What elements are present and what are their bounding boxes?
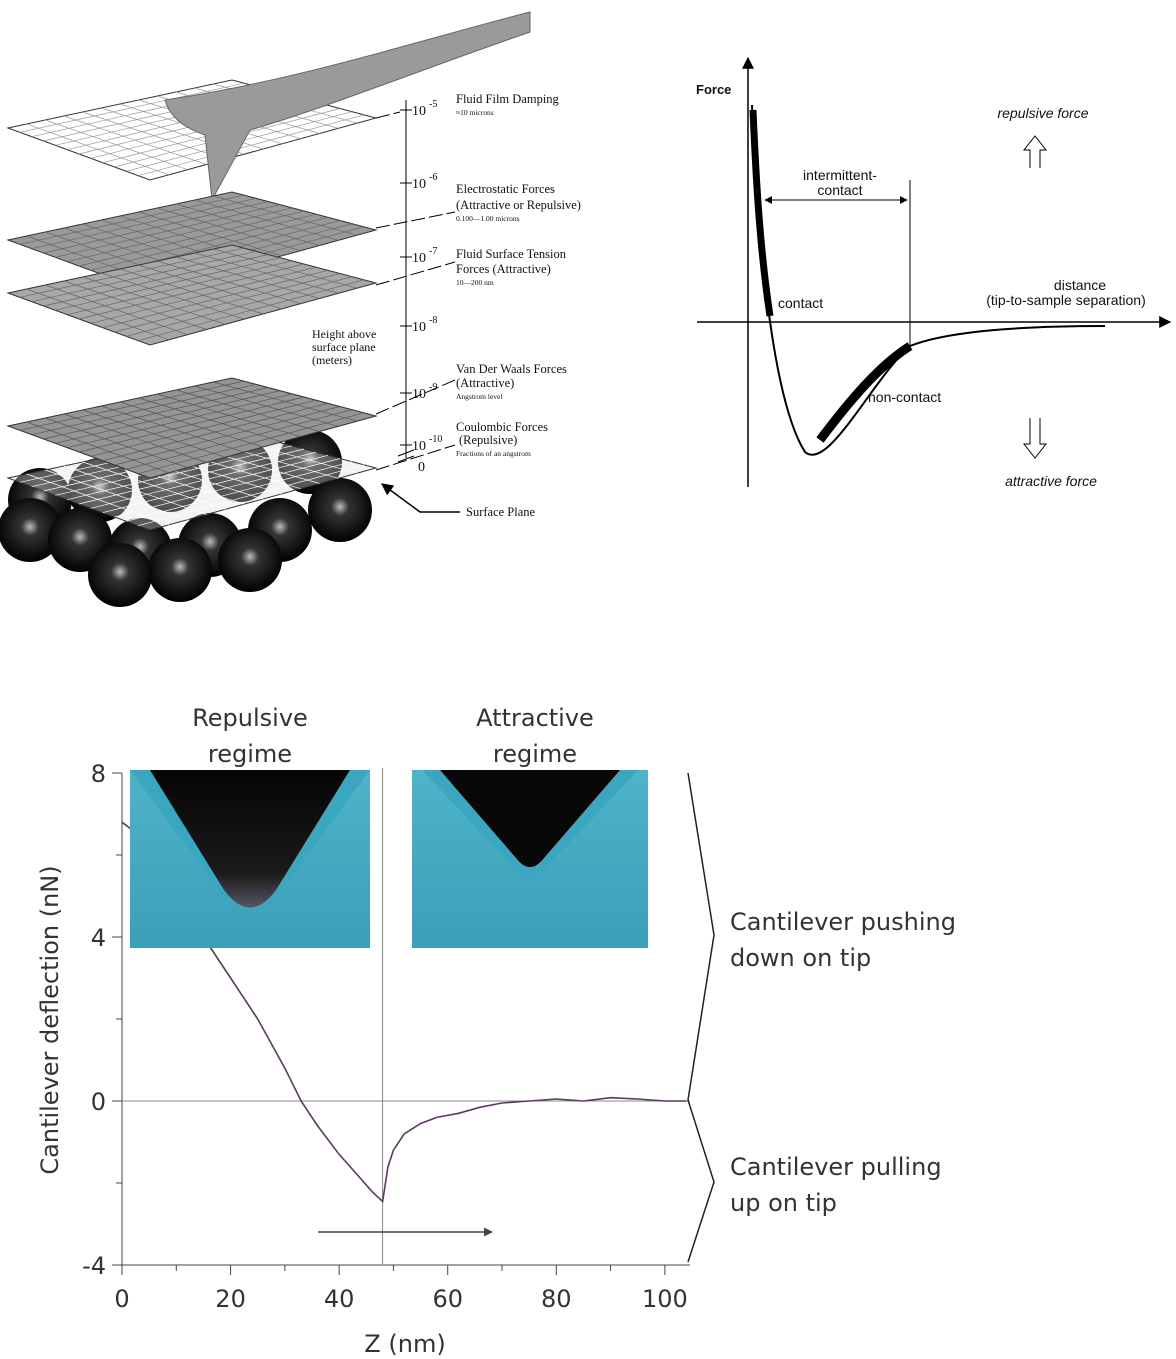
schematic-label: non-contact bbox=[868, 389, 941, 405]
schematic-label: (tip-to-sample separation) bbox=[986, 292, 1146, 308]
force-label: Electrostatic Forces bbox=[456, 182, 555, 196]
y-tick-label: 0 bbox=[91, 1088, 106, 1116]
regime-label: Attractive bbox=[476, 704, 594, 732]
leader bbox=[376, 212, 455, 228]
regime-label: Repulsive bbox=[192, 704, 308, 732]
surface-arrow bbox=[382, 484, 460, 512]
force-note: 0.100—1.00 microns bbox=[456, 214, 520, 223]
scale-exponent: -6 bbox=[429, 172, 437, 183]
force-label: Fluid Surface Tension bbox=[456, 247, 567, 261]
y-axis-label: Cantilever deflection (nN) bbox=[36, 865, 64, 1174]
down-arrow bbox=[1024, 418, 1046, 458]
leader bbox=[376, 112, 400, 118]
schematic-label: attractive force bbox=[1005, 473, 1097, 489]
leader bbox=[376, 380, 455, 414]
scale-zero: 0 bbox=[418, 460, 425, 475]
scale-exponent: -8 bbox=[429, 315, 437, 326]
contact-region bbox=[753, 110, 770, 316]
annotation: Cantilever pushing bbox=[730, 908, 956, 936]
schematic-label: Force bbox=[696, 82, 731, 97]
scale-exponent: -10 bbox=[429, 434, 442, 445]
force-label: (Attractive or Repulsive) bbox=[456, 198, 581, 212]
x-tick-label: 20 bbox=[215, 1285, 246, 1313]
x-tick-label: 60 bbox=[432, 1285, 463, 1313]
force-label: Fluid Film Damping bbox=[456, 92, 560, 106]
x-tick-label: 100 bbox=[642, 1285, 688, 1313]
y-tick-label: -4 bbox=[82, 1252, 106, 1280]
force-label: (Repulsive) bbox=[459, 433, 517, 447]
up-arrow bbox=[1024, 136, 1046, 168]
scale-exponent: -9 bbox=[429, 382, 437, 393]
atom bbox=[148, 538, 212, 602]
regime-label: regime bbox=[208, 740, 292, 768]
x-axis-label: Z (nm) bbox=[364, 1330, 445, 1358]
atom bbox=[88, 543, 152, 607]
y-tick-label: 8 bbox=[91, 760, 106, 788]
schematic-label: intermittent- bbox=[803, 167, 877, 183]
scale-base: 10 bbox=[412, 251, 426, 266]
schematic-label: contact bbox=[817, 182, 862, 198]
force-label: Van Der Waals Forces bbox=[456, 362, 567, 376]
scale-base: 10 bbox=[412, 439, 426, 454]
cantilever bbox=[165, 12, 530, 200]
schematic-label: distance bbox=[1054, 277, 1106, 293]
surface-label: Surface Plane bbox=[466, 505, 536, 519]
figure: 10-510-610-710-810-910-100Fluid Film Dam… bbox=[0, 0, 1176, 1359]
height-label: Height above bbox=[312, 327, 376, 341]
scale-base: 10 bbox=[412, 177, 426, 192]
schematic-label: contact bbox=[778, 295, 823, 311]
force-label: Forces (Attractive) bbox=[456, 262, 551, 276]
force-note: 10—200 nm bbox=[456, 278, 494, 287]
force-note: Fractions of an angstrom bbox=[456, 449, 531, 458]
height-label: (meters) bbox=[312, 353, 352, 367]
x-tick-label: 0 bbox=[114, 1285, 129, 1313]
force-label: Coulombic Forces bbox=[456, 420, 548, 434]
x-tick-label: 40 bbox=[324, 1285, 355, 1313]
force-label: (Attractive) bbox=[456, 376, 514, 390]
force-note: ≈10 microns bbox=[456, 108, 494, 117]
scale-base: 10 bbox=[412, 387, 426, 402]
annotation: Cantilever pulling bbox=[730, 1153, 942, 1181]
regime-label: regime bbox=[493, 740, 577, 768]
scale-base: 10 bbox=[412, 320, 426, 335]
atom bbox=[218, 528, 282, 592]
annotation: down on tip bbox=[730, 944, 871, 972]
scale-exponent: -5 bbox=[429, 99, 437, 110]
annotation: up on tip bbox=[730, 1189, 837, 1217]
force-schematic: Force repulsive force attractive force inte… bbox=[696, 58, 1170, 489]
scale-exponent: -7 bbox=[429, 246, 437, 257]
y-tick-label: 4 bbox=[91, 924, 106, 952]
height-label: surface plane bbox=[312, 340, 376, 354]
scale-base: 10 bbox=[412, 104, 426, 119]
schematic-label: repulsive force bbox=[997, 105, 1088, 121]
force-note: Angstrom level bbox=[456, 392, 502, 401]
x-tick-label: 80 bbox=[541, 1285, 572, 1313]
bracket bbox=[688, 773, 714, 1262]
atom bbox=[308, 478, 372, 542]
